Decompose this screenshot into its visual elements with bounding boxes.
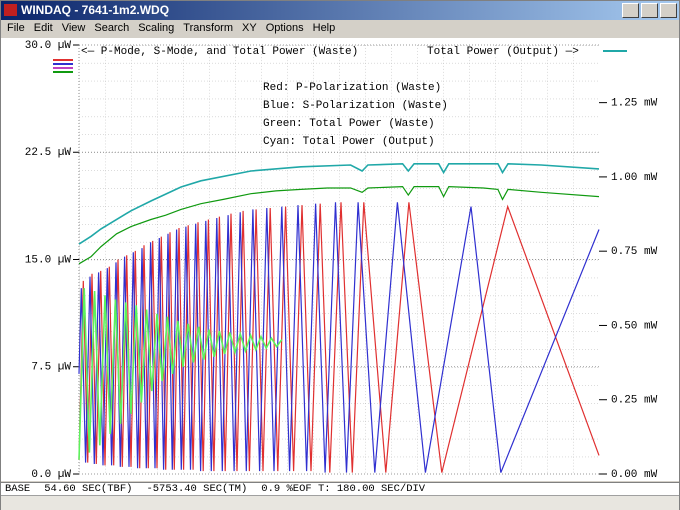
status-field: 54.60 SEC(TBF) (44, 483, 133, 495)
window-buttons (622, 3, 677, 18)
window-title: WINDAQ - 7641-1m2.WDQ (21, 3, 170, 17)
series-line (78, 288, 283, 460)
annotation: Total Power (Output) —> (427, 46, 579, 58)
y-tick-label: 7.5 µW (31, 362, 71, 374)
status-field: 0.9 %EOF T: 180.00 SEC/DIV (261, 483, 426, 495)
menu-item[interactable]: Options (265, 22, 304, 34)
y2-tick-label: 0.75 mW (611, 246, 658, 258)
menu-item[interactable]: XY (242, 22, 257, 34)
scrollbar[interactable] (1, 495, 679, 510)
legend-entry: Cyan: Total Power (Output) (263, 136, 435, 148)
title-bar: WINDAQ - 7641-1m2.WDQ (1, 1, 679, 20)
menu-item[interactable]: Transform (183, 22, 234, 34)
menu-item[interactable]: File (7, 22, 25, 34)
series-line (78, 162, 600, 245)
y2-tick-label: 1.25 mW (611, 98, 658, 110)
menu-bar: File Edit View Search Scaling Transform XY Opti… (1, 20, 679, 37)
status-field: -5753.40 SEC(TM) (146, 483, 248, 495)
menu-item[interactable]: Scaling (138, 22, 175, 34)
menu-item[interactable]: View (61, 22, 86, 34)
annotation: <— P-Mode, S-Mode, and Total Power (Wast… (81, 46, 358, 58)
legend-entry: Red: P-Polarization (Waste) (263, 82, 441, 94)
menu-item[interactable]: Edit (33, 22, 53, 34)
menu-item[interactable]: Help (312, 22, 336, 34)
y2-tick-label: 0.00 mW (611, 469, 658, 481)
status-field: BASE (5, 483, 31, 495)
y-tick-label: 22.5 µW (25, 147, 72, 159)
status-bar: BASE 54.60 SEC(TBF) -5753.40 SEC(TM) 0.9 %E… (1, 482, 679, 495)
y2-tick-label: 0.25 mW (611, 395, 658, 407)
legend-entry: Green: Total Power (Waste) (263, 118, 435, 130)
maximize[interactable] (641, 3, 658, 18)
y2-tick-label: 1.00 mW (611, 172, 658, 184)
legend-entry: Blue: S-Polarization (Waste) (263, 100, 448, 112)
y-tick-label: 15.0 µW (25, 254, 72, 266)
minimize[interactable] (622, 3, 639, 18)
y-tick-label: 0.0 µW (31, 469, 71, 481)
y-tick-label: 30.0 µW (25, 40, 72, 52)
app-icon (4, 4, 17, 16)
series-line (78, 185, 600, 265)
close[interactable] (660, 3, 677, 18)
series-line (78, 202, 600, 473)
chart: <— P-Mode, S-Mode, and Total Power (Wast… (1, 38, 679, 481)
series-line (78, 202, 600, 473)
menu-item[interactable]: Search (94, 22, 130, 34)
y2-tick-label: 0.50 mW (611, 320, 658, 332)
